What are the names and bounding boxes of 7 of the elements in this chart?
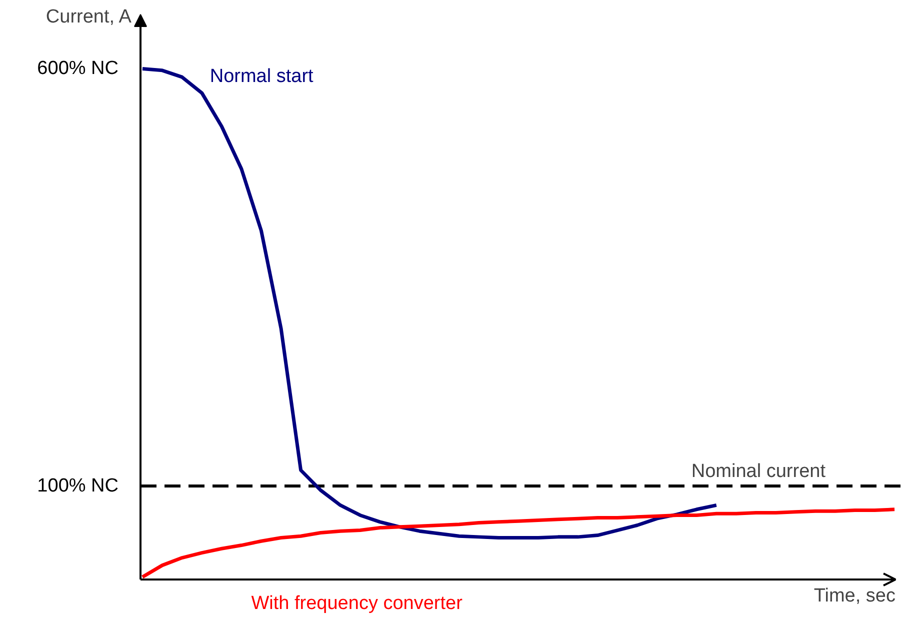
series-label: Normal start: [210, 66, 314, 87]
text: With frequency converter: [251, 593, 464, 614]
y-tick-label: 600% NC: [37, 58, 119, 80]
ref-line-label: Nominal current: [691, 461, 826, 482]
y-axis-title: Current, A: [46, 6, 132, 28]
x-axis-title: Time, sec: [814, 586, 896, 606]
y-tick-label: 100% NC: [37, 476, 119, 497]
